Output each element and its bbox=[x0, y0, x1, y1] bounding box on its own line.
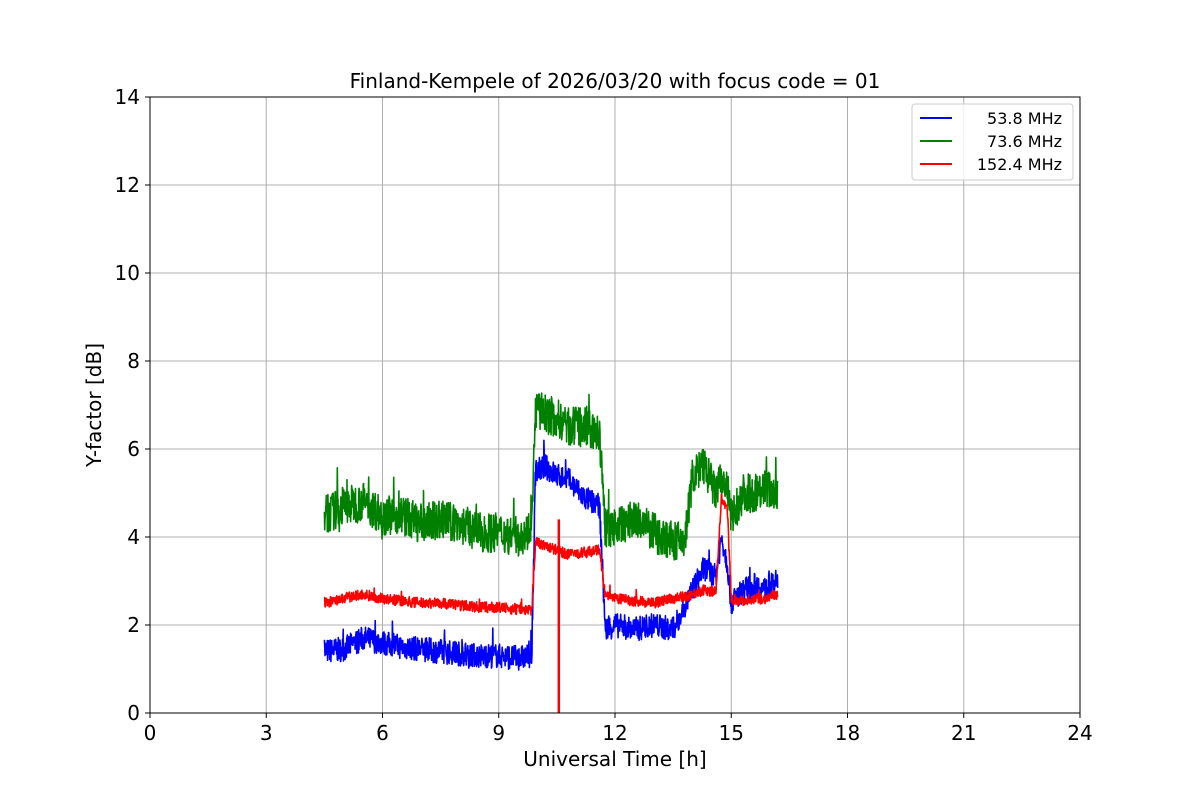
y-tick-label: 0 bbox=[127, 701, 140, 725]
legend: 53.8 MHz 73.6 MHz 152.4 MHz bbox=[911, 103, 1074, 181]
legend-label-53-8-mhz: 53.8 MHz bbox=[987, 109, 1062, 128]
x-tick-label: 18 bbox=[835, 721, 860, 745]
legend-label-152-4-mhz: 152.4 MHz bbox=[977, 155, 1062, 174]
chart-title: Finland-Kempele of 2026/03/20 with focus… bbox=[350, 69, 881, 93]
y-tick-label: 12 bbox=[115, 173, 140, 197]
series-73-6-mhz-line bbox=[323, 392, 779, 561]
x-tick-label: 15 bbox=[719, 721, 744, 745]
y-tick-label: 10 bbox=[115, 261, 140, 285]
x-tick-label: 0 bbox=[144, 721, 157, 745]
x-tick-label: 9 bbox=[492, 721, 505, 745]
y-tick-label: 6 bbox=[127, 437, 140, 461]
x-tick-label: 12 bbox=[602, 721, 627, 745]
y-tick-label: 14 bbox=[115, 85, 140, 109]
series-53-8-mhz-line bbox=[323, 439, 779, 671]
y-tick-label: 8 bbox=[127, 349, 140, 373]
y-tick-label: 4 bbox=[127, 525, 140, 549]
y-axis-label: Y-factor [dB] bbox=[82, 343, 106, 468]
y-tick-label: 2 bbox=[127, 613, 140, 637]
x-tick-label: 21 bbox=[951, 721, 976, 745]
x-axis-label: Universal Time [h] bbox=[523, 747, 706, 771]
x-tick-label: 6 bbox=[376, 721, 389, 745]
x-tick-label: 3 bbox=[260, 721, 273, 745]
series-152-4-mhz-line bbox=[323, 493, 779, 616]
series-layer bbox=[323, 392, 779, 713]
legend-box bbox=[911, 103, 1074, 181]
x-tick-label: 24 bbox=[1067, 721, 1092, 745]
legend-label-73-6-mhz: 73.6 MHz bbox=[987, 132, 1062, 151]
